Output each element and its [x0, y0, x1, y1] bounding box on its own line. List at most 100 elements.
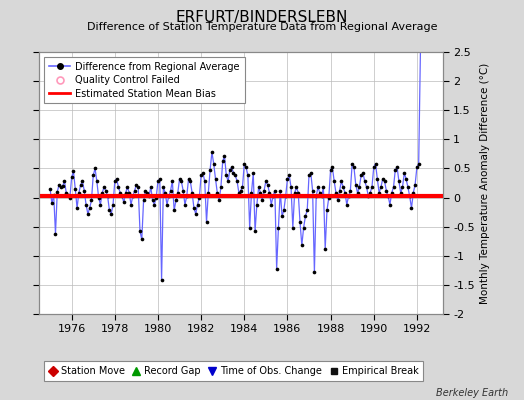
Point — [138, 236, 146, 243]
Point — [139, 197, 148, 204]
Point — [413, 164, 421, 170]
Point — [389, 184, 398, 190]
Point — [128, 193, 137, 200]
Point — [111, 178, 119, 184]
Point — [337, 178, 345, 184]
Point — [255, 184, 263, 190]
Point — [147, 184, 155, 190]
Point — [258, 197, 266, 204]
Point — [249, 170, 257, 176]
Point — [328, 164, 336, 170]
Point — [344, 193, 353, 200]
Point — [281, 193, 290, 200]
Point — [195, 194, 203, 201]
Point — [163, 201, 171, 208]
Point — [332, 190, 340, 196]
Point — [265, 190, 274, 196]
Point — [334, 197, 342, 204]
Point — [122, 190, 130, 196]
Point — [391, 166, 399, 173]
Point — [71, 186, 80, 192]
Point — [256, 190, 265, 196]
Point — [324, 194, 333, 201]
Point — [348, 160, 356, 167]
Point — [380, 178, 389, 184]
Point — [236, 187, 245, 194]
Point — [343, 201, 351, 208]
Point — [184, 176, 193, 182]
Point — [141, 187, 149, 194]
Point — [102, 187, 110, 194]
Point — [357, 172, 365, 179]
Point — [182, 193, 191, 200]
Point — [74, 190, 83, 196]
Point — [148, 197, 157, 204]
Point — [359, 170, 367, 176]
Point — [84, 211, 92, 217]
Point — [280, 207, 288, 214]
Point — [276, 187, 285, 194]
Point — [231, 172, 239, 179]
Point — [186, 178, 194, 184]
Point — [303, 207, 311, 214]
Point — [264, 182, 272, 188]
Point — [46, 186, 54, 192]
Point — [100, 184, 108, 190]
Point — [94, 194, 103, 201]
Point — [190, 205, 198, 211]
Point — [215, 197, 223, 204]
Point — [233, 178, 241, 184]
Point — [364, 193, 373, 200]
Point — [150, 201, 159, 208]
Point — [393, 164, 401, 170]
Point — [91, 165, 99, 172]
Point — [96, 201, 105, 208]
Point — [384, 193, 392, 200]
Point — [400, 170, 409, 176]
Point — [406, 193, 414, 200]
Point — [82, 201, 90, 208]
Point — [341, 190, 349, 196]
Point — [107, 211, 115, 217]
Point — [119, 199, 128, 206]
Point — [402, 176, 410, 182]
Point — [143, 190, 151, 196]
Point — [64, 192, 72, 198]
Point — [353, 190, 362, 196]
Point — [173, 190, 182, 196]
Point — [363, 184, 371, 190]
Point — [398, 184, 407, 190]
Point — [48, 200, 56, 206]
Point — [157, 277, 166, 284]
Point — [290, 190, 299, 196]
Point — [113, 176, 121, 182]
Point — [188, 190, 196, 196]
Point — [403, 184, 412, 190]
Point — [181, 201, 189, 208]
Point — [416, 44, 424, 50]
Point — [310, 269, 319, 275]
Point — [170, 207, 178, 214]
Point — [202, 219, 211, 225]
Point — [53, 188, 61, 195]
Point — [235, 190, 243, 196]
Point — [289, 225, 297, 231]
Point — [168, 178, 177, 184]
Point — [136, 228, 144, 234]
Point — [377, 184, 385, 190]
Point — [145, 193, 153, 200]
Point — [361, 178, 369, 184]
Point — [244, 172, 252, 179]
Point — [397, 190, 405, 196]
Point — [206, 166, 214, 173]
Point — [93, 178, 101, 184]
Point — [326, 166, 335, 173]
Point — [219, 158, 227, 165]
Point — [245, 225, 254, 231]
Point — [134, 184, 143, 190]
Text: Difference of Station Temperature Data from Regional Average: Difference of Station Temperature Data f… — [87, 22, 437, 32]
Point — [49, 192, 58, 198]
Y-axis label: Monthly Temperature Anomaly Difference (°C): Monthly Temperature Anomaly Difference (… — [481, 62, 490, 304]
Point — [294, 190, 302, 196]
Point — [307, 170, 315, 176]
